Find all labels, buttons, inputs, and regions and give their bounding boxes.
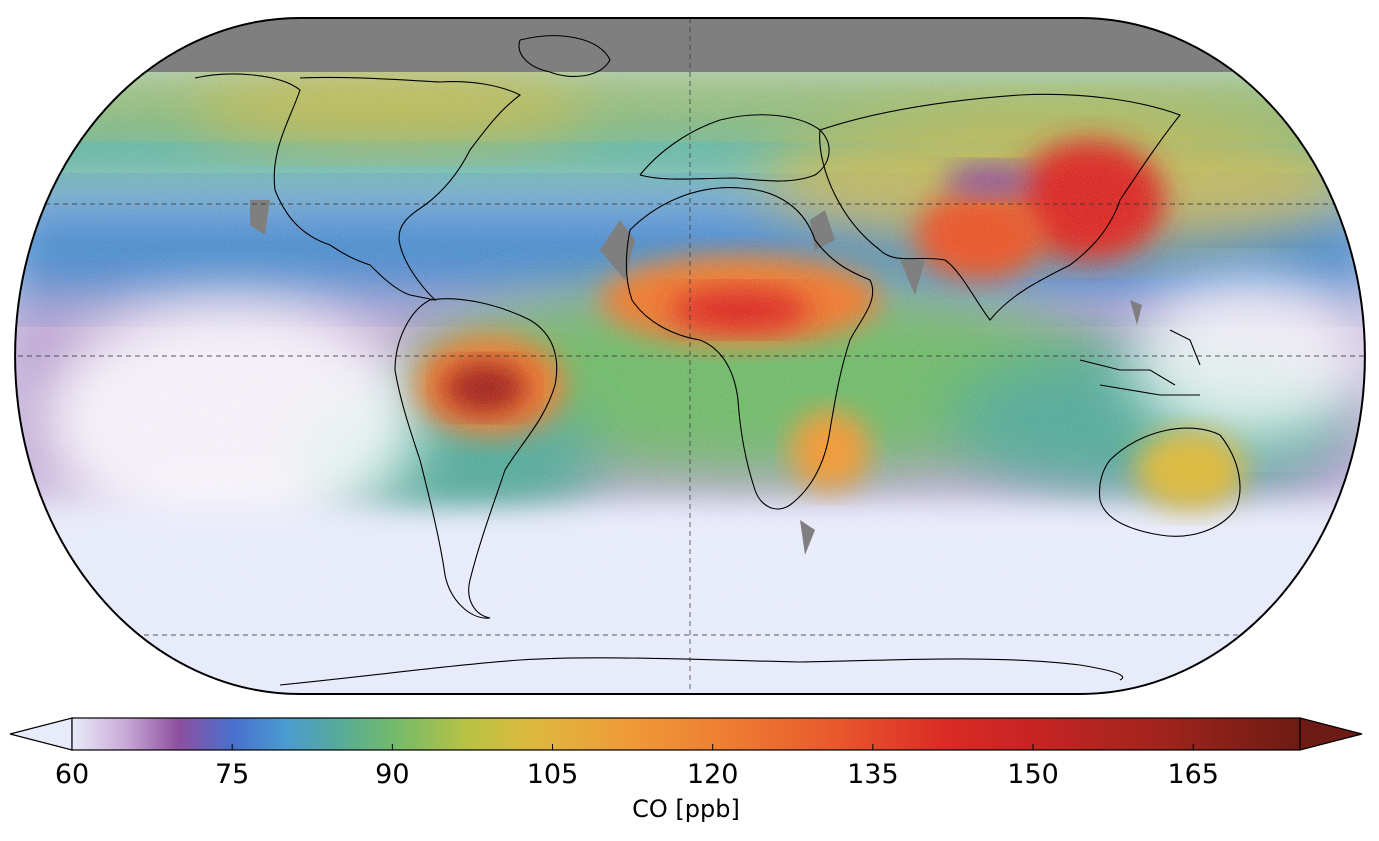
colorbar-tick-label: 165 [1167,759,1219,790]
antarctica-coast [279,657,1123,686]
colorbar-tick-label: 105 [527,759,579,790]
colorbar-tick-label: 120 [687,759,739,790]
co-field [15,18,1365,694]
africa-coast [625,187,874,510]
colorbar-tick-label: 150 [1007,759,1059,790]
globe-outline [14,17,1366,695]
world-map [14,17,1366,695]
graticule [15,18,1365,694]
colorbar-min-extend [9,717,73,751]
colorbar-tick-label: 90 [375,759,409,790]
colorbar-body [71,717,1301,751]
colorbar-label: CO [ppb] [632,795,740,823]
coastlines [194,35,1241,686]
greenland-coast [518,35,611,77]
australia-coast [1098,427,1241,537]
colorbar-tick-label: 135 [847,759,899,790]
asia-coast [819,93,1181,321]
north-america-coast [194,73,522,301]
colorbar: 60 75 90 105 120 135 150 165 CO [ppb] [9,717,1363,823]
colorbar-max-extend [1299,717,1363,751]
retrieval-noise [15,70,1365,610]
south-america-coast [394,298,558,619]
colorbar-tick-label: 60 [55,759,89,790]
colorbar-ticks: 60 75 90 105 120 135 150 165 [55,744,1219,790]
indonesia-coast [1079,329,1201,396]
colorbar-tick-label: 75 [215,759,249,790]
europe-coast [639,114,830,182]
